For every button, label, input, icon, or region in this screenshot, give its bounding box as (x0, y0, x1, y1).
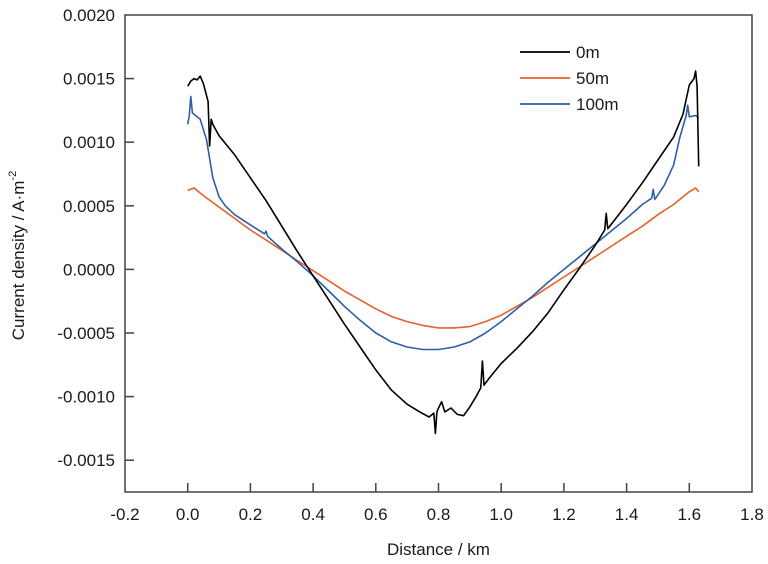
x-tick-label: 1.2 (552, 505, 576, 524)
x-tick-label: 1.4 (615, 505, 639, 524)
y-tick-label: 0.0015 (63, 70, 115, 89)
series-line-100m (186, 95, 700, 351)
x-axis-title: Distance / km (387, 540, 490, 559)
x-tick-label: 0.0 (176, 505, 200, 524)
legend: 0m 50m 100m (520, 43, 619, 114)
y-axis-title-main: Current density / A·m (9, 181, 28, 341)
x-tick-label: -0.2 (110, 505, 139, 524)
y-tick-label: 0.0000 (63, 260, 115, 279)
y-tick-label: -0.0015 (57, 451, 115, 470)
x-tick-label: 0.4 (301, 505, 325, 524)
legend-label-0m: 0m (576, 43, 600, 62)
x-tick-label: 1.0 (489, 505, 513, 524)
legend-label-100m: 100m (576, 95, 619, 114)
legend-label-50m: 50m (576, 69, 609, 88)
series-layer (186, 70, 700, 435)
y-tick-label: 0.0005 (63, 197, 115, 216)
series-line-50m (187, 187, 700, 329)
x-tick-label: 0.8 (427, 505, 451, 524)
axes-frame (124, 14, 753, 493)
y-tick-label: -0.0010 (57, 388, 115, 407)
y-axis-title: Current density / A·m-2 (7, 171, 28, 340)
y-tick-label: 0.0020 (63, 6, 115, 25)
x-tick-label: 0.2 (239, 505, 263, 524)
series-line-0m (187, 70, 700, 435)
x-axis-ticks: -0.2 0.0 0.2 0.4 0.6 0.8 1.0 1.2 1.4 1.6 1.8 (110, 483, 764, 524)
y-axis-ticks: -0.0015 -0.0010 -0.0005 0.0000 0.0005 0.0010 0… (57, 6, 134, 470)
x-tick-label: 1.6 (677, 505, 701, 524)
x-tick-label: 1.8 (740, 505, 764, 524)
y-tick-label: 0.0010 (63, 133, 115, 152)
y-tick-label: -0.0005 (57, 324, 115, 343)
x-tick-label: 0.6 (364, 505, 388, 524)
y-axis-title-superscript: -2 (7, 171, 19, 181)
